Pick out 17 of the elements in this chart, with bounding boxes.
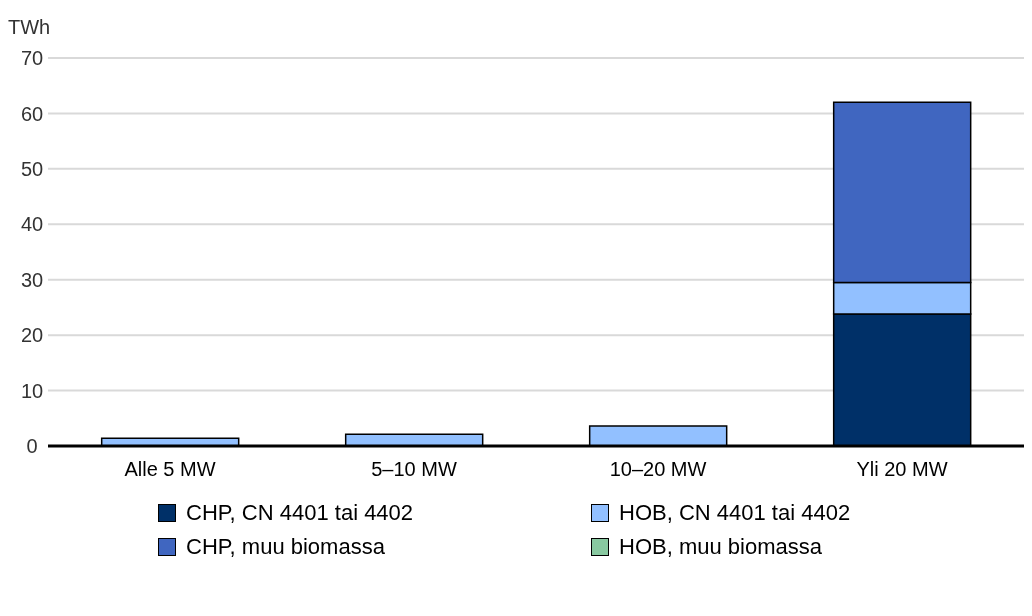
legend-label: CHP, muu biomassa — [186, 534, 385, 560]
y-tick-label: 30 — [20, 268, 44, 291]
y-tick-label: 70 — [20, 47, 44, 70]
y-tick-label: 40 — [20, 213, 44, 236]
x-tick-label: Yli 20 MW — [856, 458, 948, 481]
y-tick-label: 20 — [20, 324, 44, 347]
y-tick-label: 50 — [20, 157, 44, 180]
legend-label: HOB, muu biomassa — [619, 534, 822, 560]
y-tick-label: 60 — [20, 102, 44, 125]
y-tick-label: 0 — [26, 435, 38, 458]
x-tick-label: 10–20 MW — [609, 458, 707, 481]
x-tick-label: 5–10 MW — [371, 458, 457, 481]
x-tick-label: Alle 5 MW — [124, 458, 216, 481]
y-tick-label: 10 — [20, 379, 44, 402]
legend-label: HOB, CN 4401 tai 4402 — [619, 500, 851, 526]
y-axis-title: TWh — [8, 16, 51, 39]
legend-label: CHP, CN 4401 tai 4402 — [186, 500, 414, 526]
